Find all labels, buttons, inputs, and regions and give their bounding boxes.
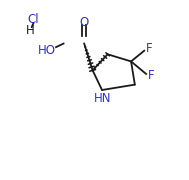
Text: Cl: Cl	[28, 13, 39, 26]
Text: F: F	[146, 42, 152, 55]
Text: HN: HN	[94, 92, 112, 105]
Text: O: O	[80, 16, 89, 29]
Text: F: F	[147, 69, 154, 82]
Text: H: H	[25, 24, 34, 37]
Text: HO: HO	[38, 44, 56, 57]
